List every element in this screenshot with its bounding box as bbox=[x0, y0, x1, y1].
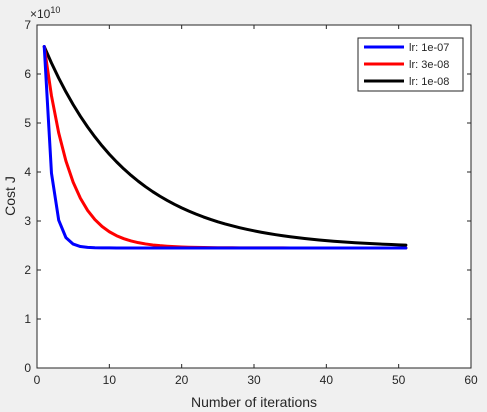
legend-items: lr: 1e-07 lr: 3e-08 lr: 1e-08 bbox=[364, 42, 449, 88]
y-tick-label: 6 bbox=[24, 67, 31, 81]
legend: lr: 1e-07 lr: 3e-08 lr: 1e-08 bbox=[357, 37, 464, 92]
y-axis-label: Cost J bbox=[2, 176, 18, 216]
legend-label: lr: 3e-08 bbox=[409, 59, 449, 71]
x-tick-label: 20 bbox=[175, 373, 189, 387]
y-tick-label: 1 bbox=[24, 312, 31, 326]
y-tick-label: 5 bbox=[24, 116, 31, 130]
x-tick-label: 10 bbox=[103, 373, 117, 387]
series-layer bbox=[42, 45, 408, 250]
y-multiplier-base: ×10 bbox=[30, 7, 51, 21]
y-tick-label: 2 bbox=[24, 263, 31, 277]
series-line-1 bbox=[42, 45, 408, 250]
y-tick-label: 7 bbox=[24, 18, 31, 32]
y-tick-label: 0 bbox=[24, 361, 31, 375]
y-multiplier-exponent: 10 bbox=[50, 5, 60, 15]
x-tick-label: 40 bbox=[320, 373, 334, 387]
legend-label: lr: 1e-08 bbox=[409, 76, 449, 88]
x-tick-label: 0 bbox=[34, 373, 41, 387]
x-tick-label: 60 bbox=[464, 373, 478, 387]
y-multiplier: ×1010 bbox=[30, 5, 60, 21]
x-tick-label: 30 bbox=[247, 373, 261, 387]
y-tick-label: 3 bbox=[24, 214, 31, 228]
x-axis-label: Number of iterations bbox=[191, 394, 317, 410]
series-line-3 bbox=[42, 45, 408, 247]
legend-label: lr: 1e-07 bbox=[409, 42, 449, 54]
y-tick-label: 4 bbox=[24, 165, 31, 179]
x-tick-label: 50 bbox=[392, 373, 406, 387]
y-axis-ticks: 0 1 2 3 4 5 6 7 bbox=[24, 18, 471, 375]
x-axis-ticks: 0 10 20 30 40 50 60 bbox=[34, 25, 478, 387]
